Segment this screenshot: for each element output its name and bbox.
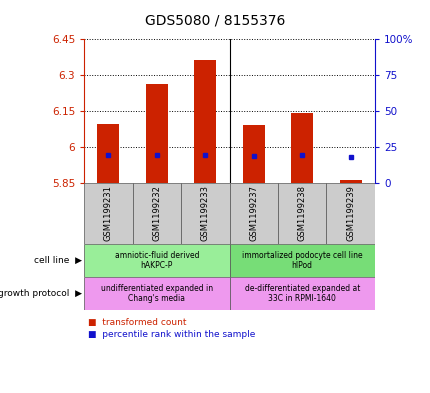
Bar [242,125,264,183]
Bar [291,114,313,183]
Bar [132,183,181,244]
Text: GDS5080 / 8155376: GDS5080 / 8155376 [145,14,285,28]
Text: ■  percentile rank within the sample: ■ percentile rank within the sample [88,330,255,338]
Text: amniotic-fluid derived
hAKPC-P: amniotic-fluid derived hAKPC-P [114,251,199,270]
Bar [194,60,216,183]
Bar [229,277,374,310]
Bar [84,183,132,244]
Bar [229,244,374,277]
Text: GSM1199238: GSM1199238 [297,185,306,241]
Bar [181,183,229,244]
Bar [229,183,277,244]
Text: de-differentiated expanded at
33C in RPMI-1640: de-differentiated expanded at 33C in RPM… [244,284,359,303]
Text: growth protocol  ▶: growth protocol ▶ [0,289,82,298]
Bar [145,84,167,183]
Text: undifferentiated expanded in
Chang's media: undifferentiated expanded in Chang's med… [101,284,212,303]
Text: GSM1199233: GSM1199233 [200,185,209,241]
Text: GSM1199231: GSM1199231 [104,185,113,241]
Bar [277,183,326,244]
Text: ■  transformed count: ■ transformed count [88,318,187,327]
Text: GSM1199239: GSM1199239 [345,185,354,241]
Bar [84,277,229,310]
Bar [326,183,374,244]
Text: GSM1199232: GSM1199232 [152,185,161,241]
Bar [97,124,119,183]
Text: GSM1199237: GSM1199237 [249,185,258,241]
Bar [84,244,229,277]
Bar [339,180,361,183]
Text: cell line  ▶: cell line ▶ [34,256,82,265]
Text: immortalized podocyte cell line
hIPod: immortalized podocyte cell line hIPod [241,251,362,270]
